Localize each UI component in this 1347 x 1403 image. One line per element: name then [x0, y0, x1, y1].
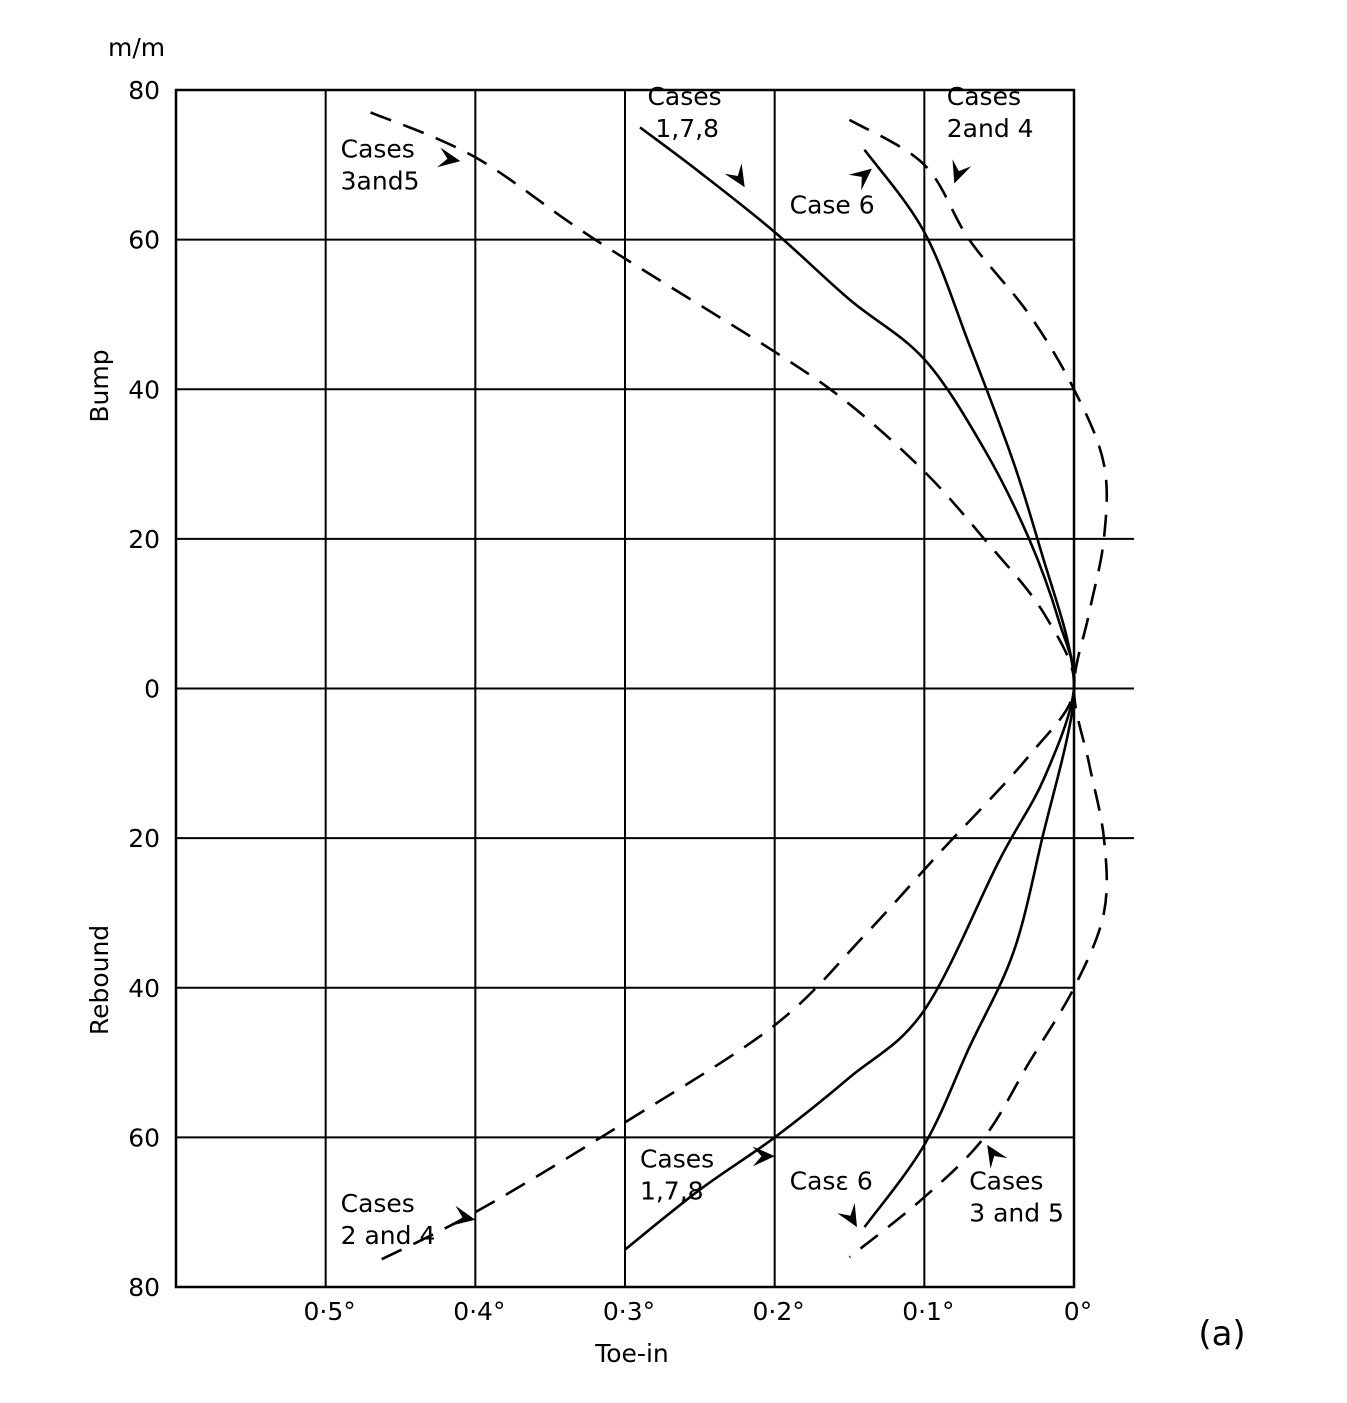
annotation-arrow-2 — [848, 168, 872, 191]
y-tick-label-3: 20 — [128, 525, 160, 554]
annotation-3: Cases 2and 4 — [947, 82, 1034, 143]
y-tick-label-8: 80 — [128, 1273, 160, 1302]
curve-annotations: Cases 3and5 Cases 1,7,8 Case 6 Cases 2and 4 Ca… — [341, 82, 1064, 1250]
y-axis-label-bump: Bump — [85, 349, 114, 422]
annotation-arrow-1 — [724, 163, 745, 188]
annotation-1: Cases 1,7,8 — [647, 82, 721, 143]
annotation-4: Cases 2 and 4 — [341, 1189, 436, 1250]
x-tick-label-2: 0·3° — [603, 1297, 655, 1326]
series-line-2 — [370, 111, 1076, 1266]
annotation-arrow-6 — [837, 1203, 857, 1228]
series-line-3 — [848, 118, 1109, 1259]
series-curves — [370, 111, 1109, 1266]
grid-lines — [174, 88, 1134, 1289]
x-tick-label-5: 0° — [1064, 1297, 1092, 1326]
y-tick-label-2: 40 — [128, 375, 160, 404]
y-tick-label-6: 40 — [128, 974, 160, 1003]
panel-label: (a) — [1198, 1314, 1245, 1354]
y-tick-label-0: 80 — [128, 76, 160, 105]
annotation-arrow-4 — [451, 1205, 476, 1226]
y-tick-label-5: 20 — [128, 824, 160, 853]
y-tick-labels: 80 60 40 20 0 20 40 60 80 — [128, 76, 160, 1302]
y-axis-label-rebound: Rebound — [85, 925, 114, 1035]
x-axis-label: Toe-in — [594, 1339, 669, 1368]
annotation-7: Cases 3 and 5 — [969, 1167, 1064, 1228]
unit-label: m/m — [108, 33, 165, 62]
annotation-arrow-5 — [752, 1146, 775, 1167]
y-tick-label-1: 60 — [128, 226, 160, 255]
annotation-arrow-0 — [437, 147, 461, 168]
annotation-arrow-7 — [987, 1144, 1008, 1169]
annotation-2: Case 6 — [790, 190, 875, 219]
x-tick-label-4: 0·1° — [902, 1297, 954, 1326]
annotation-arrow-3 — [952, 159, 972, 184]
x-tick-label-3: 0·2° — [753, 1297, 805, 1326]
x-tick-label-0: 0·5° — [304, 1297, 356, 1326]
x-tick-label-1: 0·4° — [453, 1297, 505, 1326]
x-tick-labels: 0·5° 0·4° 0·3° 0·2° 0·1° 0° — [304, 1297, 1093, 1326]
y-tick-label-7: 60 — [128, 1123, 160, 1152]
annotation-6: Casε 6 — [790, 1167, 873, 1196]
y-tick-label-4: 0 — [144, 675, 160, 704]
annotation-5: Cases 1,7,8 — [640, 1144, 714, 1205]
annotation-0: Cases 3and5 — [341, 134, 420, 195]
